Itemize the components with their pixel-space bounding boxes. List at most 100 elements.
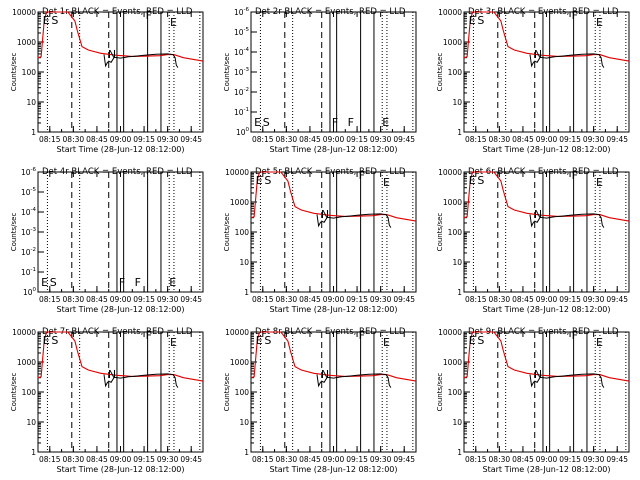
x-tick-label: 08:30	[276, 295, 298, 304]
x-tick-label: 09:15	[346, 295, 368, 304]
y-axis-label: Counts/sec	[223, 213, 231, 252]
y-tick-label: 10-1	[21, 267, 36, 277]
y-tick-label: 100	[448, 228, 463, 237]
x-tick-label: 09:30	[370, 295, 392, 304]
x-tick-label: 08:45	[86, 135, 108, 144]
panel-det-6: Det 6r BLACK = Events, RED = LLD08:1508:…	[436, 167, 630, 314]
x-tick-label: 08:15	[39, 135, 61, 144]
plot-frame	[37, 171, 204, 293]
y-tick-label: 1000	[443, 38, 462, 47]
y-tick-label: 1	[457, 128, 462, 137]
x-tick-label: 09:15	[346, 455, 368, 464]
x-tick-label: 09:00	[323, 295, 345, 304]
panel-det-4: Det 4r BLACK = Events, RED = LLD08:1508:…	[10, 167, 204, 314]
event-label: N	[534, 368, 542, 381]
x-axis-label: Start Time (28-Jun-12 08:12:00)	[483, 145, 611, 154]
event-label: S	[263, 116, 270, 129]
event-label: N	[534, 208, 542, 221]
lld-series-line	[37, 331, 204, 382]
x-tick-label: 09:30	[157, 455, 179, 464]
event-label: E	[170, 336, 177, 349]
y-tick-label: 10-3	[234, 67, 250, 77]
event-label: N	[108, 368, 116, 381]
events-series-line	[316, 213, 392, 228]
event-label: E	[41, 276, 48, 289]
event-label: S	[477, 14, 484, 27]
x-tick-label: 09:00	[110, 295, 132, 304]
lld-series-line	[463, 171, 630, 222]
y-tick-label: 1000	[443, 198, 462, 207]
x-axis-label: Start Time (28-Jun-12 08:12:00)	[57, 305, 185, 314]
x-tick-label: 09:00	[323, 455, 345, 464]
x-tick-label: 09:00	[323, 135, 345, 144]
panel-det-8: Det 8r BLACK = Events, RED = LLD08:1508:…	[223, 327, 417, 474]
x-axis-label: Start Time (28-Jun-12 08:12:00)	[270, 465, 398, 474]
x-tick-label: 08:30	[63, 455, 85, 464]
panel-det-5: Det 5r BLACK = Events, RED = LLD08:1508:…	[223, 167, 417, 314]
panel-det-9: Det 9r BLACK = Events, RED = LLD08:1508:…	[436, 327, 630, 474]
y-tick-label: 100	[448, 68, 463, 77]
y-tick-label: 1	[244, 288, 249, 297]
y-tick-label: 10000	[438, 8, 462, 17]
lld-series-line	[250, 171, 417, 222]
x-tick-label: 09:30	[157, 295, 179, 304]
y-axis-label: Counts/sec	[10, 373, 18, 412]
panel-det-7: Det 7r BLACK = Events, RED = LLD08:1508:…	[10, 327, 204, 474]
y-tick-label: 10000	[12, 328, 36, 337]
y-tick-label: 1000	[230, 358, 249, 367]
event-label: F	[146, 9, 152, 22]
y-tick-label: 10	[239, 418, 249, 427]
x-tick-label: 08:30	[63, 295, 85, 304]
event-label: S	[477, 334, 484, 347]
y-tick-label: 10	[26, 98, 36, 107]
plot-frame	[250, 11, 417, 133]
y-tick-label: 10	[452, 258, 462, 267]
x-tick-label: 09:00	[110, 455, 132, 464]
x-tick-label: 09:30	[583, 455, 605, 464]
x-tick-label: 08:15	[252, 135, 274, 144]
y-tick-label: 100	[235, 228, 250, 237]
events-series-line	[529, 53, 605, 68]
y-tick-label: 1	[457, 448, 462, 457]
y-tick-label: 100	[22, 388, 37, 397]
event-label: N	[321, 368, 329, 381]
lld-series-line	[463, 11, 630, 62]
y-tick-label: 1	[244, 448, 249, 457]
x-tick-label: 08:15	[465, 455, 487, 464]
event-label: E	[596, 16, 603, 29]
x-tick-label: 09:45	[606, 135, 628, 144]
y-tick-label: 10	[239, 258, 249, 267]
event-label: F	[572, 169, 578, 182]
y-tick-label: 10-6	[234, 7, 250, 17]
events-series-line	[103, 373, 179, 388]
y-tick-label: 10000	[438, 328, 462, 337]
y-tick-label: 10-2	[234, 87, 249, 97]
x-tick-label: 08:15	[39, 455, 61, 464]
x-tick-label: 09:45	[393, 455, 415, 464]
y-tick-label: 10-6	[21, 167, 37, 177]
event-label: E	[170, 16, 177, 29]
y-tick-label: 10-3	[21, 227, 37, 237]
y-axis-label: Counts/sec	[223, 53, 231, 92]
y-tick-label: 10-4	[234, 47, 250, 57]
x-tick-label: 09:00	[536, 455, 558, 464]
x-tick-label: 09:00	[536, 135, 558, 144]
events-series-line	[316, 373, 392, 388]
event-label: F	[332, 116, 338, 129]
lld-series-line	[37, 11, 204, 62]
x-tick-label: 09:45	[180, 135, 202, 144]
x-axis-label: Start Time (28-Jun-12 08:12:00)	[270, 145, 398, 154]
x-tick-label: 08:45	[299, 295, 321, 304]
y-tick-label: 10-5	[21, 187, 37, 197]
x-tick-label: 09:30	[583, 295, 605, 304]
x-axis-label: Start Time (28-Jun-12 08:12:00)	[270, 305, 398, 314]
event-label: E	[256, 174, 263, 187]
x-axis-label: Start Time (28-Jun-12 08:12:00)	[57, 465, 185, 474]
y-tick-label: 100	[22, 68, 37, 77]
x-tick-label: 09:45	[180, 295, 202, 304]
event-label: S	[50, 276, 57, 289]
x-tick-label: 08:45	[512, 135, 534, 144]
x-tick-label: 08:30	[489, 295, 511, 304]
y-axis-label: Counts/sec	[223, 373, 231, 412]
